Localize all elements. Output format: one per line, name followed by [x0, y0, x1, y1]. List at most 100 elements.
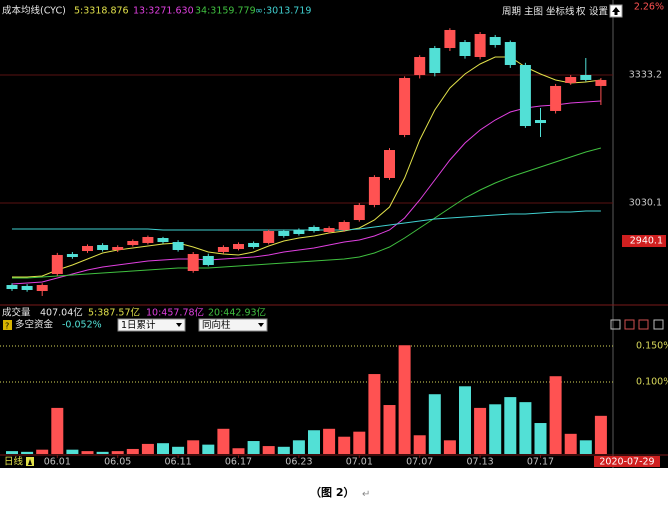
button-arrow: [612, 7, 620, 15]
candle-body: [444, 29, 456, 49]
x-tick-label: 07.01: [346, 457, 373, 468]
bar: [323, 428, 336, 454]
panel-icon[interactable]: [610, 319, 621, 330]
candle-body: [278, 230, 290, 236]
dropdown-arrow: [258, 323, 264, 327]
candle-body: [127, 241, 139, 246]
x-tick-label: 06.23: [285, 457, 312, 468]
candle-body: [202, 255, 214, 265]
help-icon-glyph: ?: [5, 322, 9, 331]
x-tick-label: 07.17: [527, 457, 554, 468]
candle-body: [263, 230, 275, 243]
volume-legend-item: 5:387.57亿: [88, 307, 140, 319]
chart-background: [0, 0, 668, 468]
candle-body: [550, 85, 562, 111]
ma-line: [12, 147, 602, 279]
candle-body: [51, 254, 63, 274]
period-tab-icon-glyph: [28, 459, 32, 465]
dropdown-label: 同向柱: [202, 319, 231, 331]
candle-body: [429, 48, 441, 74]
bar: [36, 449, 49, 454]
candle-body: [489, 36, 501, 46]
bar: [534, 423, 547, 454]
candle-body: [323, 227, 335, 233]
ma-line: [12, 210, 601, 231]
candle-body: [248, 242, 260, 248]
x-tick-label: 07.13: [466, 457, 493, 468]
collapse-button[interactable]: [609, 4, 623, 18]
bar: [81, 451, 94, 454]
panel-icon[interactable]: [653, 319, 664, 330]
candle-body: [414, 57, 426, 75]
help-icon[interactable]: [3, 320, 12, 330]
bar: [292, 440, 305, 454]
bar: [353, 431, 366, 454]
panel-icon[interactable]: [638, 319, 649, 330]
candle-body: [21, 285, 33, 290]
y-tick-label: 3030.1: [629, 197, 662, 208]
volume-legend-item: 10:457.78亿: [146, 307, 204, 319]
ma-line: [12, 56, 601, 278]
toolbar-item[interactable]: 周期: [502, 7, 521, 18]
bar: [262, 446, 275, 454]
current-price-box: [622, 235, 666, 248]
candle-body: [97, 245, 109, 250]
candle-body: [172, 242, 184, 250]
bar: [232, 448, 245, 454]
y-tick-label: 0.150%: [636, 340, 668, 351]
indicator-title: 多空资金: [15, 319, 54, 331]
toolbar-item[interactable]: 设置: [589, 7, 608, 18]
legend-item: 13:3271.630: [133, 6, 194, 17]
period-tab[interactable]: 日线: [4, 456, 24, 468]
caption-mark: ↵: [362, 489, 370, 500]
bar: [549, 376, 562, 454]
toolbar-item[interactable]: 坐标线: [546, 6, 575, 18]
candle-body: [233, 244, 244, 249]
candle-body: [66, 254, 78, 258]
cursor-date-box: [594, 456, 660, 467]
bar: [96, 451, 109, 454]
x-tick-label: 06.05: [104, 457, 131, 468]
candle-body: [157, 238, 169, 243]
bar: [217, 428, 230, 454]
candle-body: [142, 236, 154, 243]
candle-body: [565, 76, 577, 83]
x-tick-label: 07.07: [406, 457, 433, 468]
bar: [21, 451, 34, 454]
bar: [474, 407, 487, 454]
dropdown[interactable]: 同向柱: [198, 318, 268, 332]
bar: [157, 443, 169, 454]
x-tick-label: 06.17: [225, 457, 252, 468]
dropdown-box: [198, 318, 268, 332]
bar: [564, 433, 577, 454]
bar: [277, 446, 290, 454]
bar: [368, 374, 381, 454]
candle-body: [187, 254, 199, 271]
dropdown[interactable]: 1日累计: [117, 318, 186, 332]
candle-body: [504, 42, 516, 65]
chart-title: 成本均线(CYC): [2, 5, 66, 17]
candle-body: [36, 285, 48, 292]
toolbar-item[interactable]: 主图: [524, 6, 543, 18]
y-tick-label: 3333.2: [629, 70, 662, 81]
bar: [66, 449, 79, 454]
legend-item: 34:3159.779: [195, 6, 256, 17]
candle-body: [308, 226, 320, 231]
volume-title: 成交量: [2, 307, 31, 319]
candle-body: [459, 42, 471, 56]
candle-body: [519, 64, 531, 127]
dropdown-label: 1日累计: [121, 319, 156, 331]
bar: [383, 405, 396, 454]
x-tick-label: 06.01: [44, 457, 71, 468]
candle-body: [338, 222, 350, 230]
x-tick-label: 06.11: [164, 457, 191, 468]
bar: [111, 451, 124, 454]
bar: [338, 436, 351, 454]
bar: [172, 446, 185, 454]
bar: [594, 415, 607, 454]
bar: [247, 441, 260, 454]
panel-icon[interactable]: [624, 319, 635, 330]
bar: [489, 404, 502, 454]
toolbar-item[interactable]: 权: [576, 6, 586, 18]
